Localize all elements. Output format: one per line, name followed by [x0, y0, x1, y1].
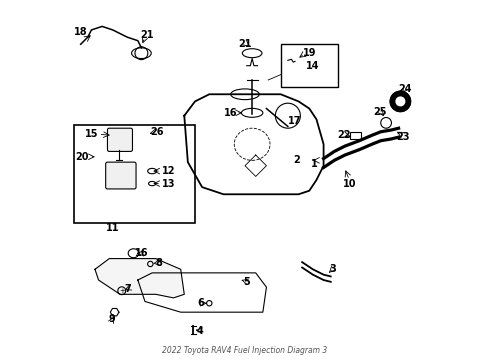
Text: 16: 16: [224, 108, 238, 118]
Text: 22: 22: [337, 130, 351, 140]
Text: 13: 13: [161, 179, 175, 189]
Text: 8: 8: [155, 258, 162, 268]
Text: 16: 16: [135, 248, 148, 258]
Text: 1: 1: [311, 159, 318, 169]
Text: 21: 21: [140, 30, 153, 40]
Text: 6: 6: [197, 298, 204, 308]
Text: 18: 18: [74, 27, 88, 37]
Text: 3: 3: [329, 264, 336, 274]
Text: 17: 17: [288, 116, 302, 126]
Bar: [281, 44, 338, 87]
Text: 19: 19: [302, 48, 316, 58]
FancyBboxPatch shape: [106, 162, 136, 189]
Text: +: +: [119, 288, 124, 294]
Text: 10: 10: [343, 179, 356, 189]
Bar: [74, 125, 195, 223]
Text: 11: 11: [106, 223, 120, 233]
Text: 12: 12: [161, 166, 175, 176]
Text: 15: 15: [85, 129, 98, 139]
Text: 14: 14: [306, 61, 319, 71]
Polygon shape: [95, 258, 184, 298]
Text: 7: 7: [125, 284, 131, 294]
Text: 2022 Toyota RAV4 Fuel Injection Diagram 3: 2022 Toyota RAV4 Fuel Injection Diagram …: [162, 346, 328, 355]
Text: 9: 9: [109, 314, 116, 324]
FancyBboxPatch shape: [107, 128, 132, 152]
Text: 4: 4: [197, 326, 204, 336]
Text: 26: 26: [151, 127, 164, 137]
Text: 21: 21: [238, 39, 252, 49]
Text: 2: 2: [294, 156, 300, 165]
Text: 25: 25: [373, 107, 387, 117]
Bar: [350, 132, 361, 139]
Text: 5: 5: [244, 277, 250, 287]
Text: 24: 24: [398, 84, 412, 94]
Text: 20: 20: [76, 152, 89, 162]
Text: 23: 23: [396, 132, 410, 142]
